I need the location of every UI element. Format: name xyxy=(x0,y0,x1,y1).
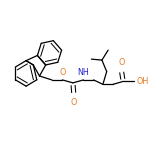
Text: O: O xyxy=(118,58,124,67)
Text: OH: OH xyxy=(137,77,149,86)
Text: O: O xyxy=(59,68,66,77)
Text: O: O xyxy=(71,98,77,107)
Text: NH: NH xyxy=(78,68,89,77)
